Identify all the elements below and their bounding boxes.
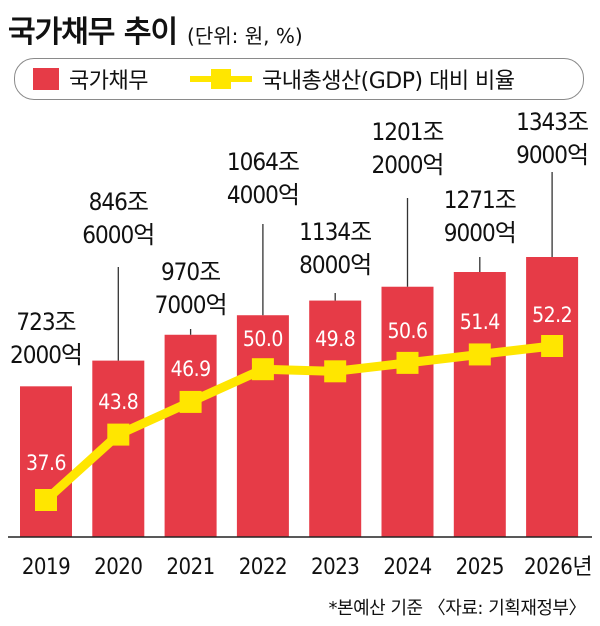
debt-label-2023-1: 1134조 xyxy=(299,218,371,246)
debt-label-2025-2: 9000억 xyxy=(444,219,516,247)
bar-2023 xyxy=(309,300,362,537)
ratio-label-2025: 51.4 xyxy=(460,310,500,334)
ratio-label-2023: 49.8 xyxy=(315,327,355,351)
debt-label-2021-2: 7000억 xyxy=(155,291,227,319)
ratio-label-2024: 50.6 xyxy=(387,319,427,343)
debt-label-2021-1: 970조 xyxy=(161,258,220,286)
x-tick-2023: 2023 xyxy=(311,555,359,580)
x-tick-2025: 2025 xyxy=(456,555,504,580)
x-tick-2022: 2022 xyxy=(239,555,287,580)
unit-label: (단위: 원, %) xyxy=(187,24,303,48)
gdp-ratio-line xyxy=(42,341,553,504)
x-tick-2024: 2024 xyxy=(383,555,431,580)
legend-line-label: 국내총생산(GDP) 대비 비율 xyxy=(261,69,515,94)
x-tick-2019: 2019 xyxy=(22,555,70,580)
debt-label-2022-1: 1064조 xyxy=(227,148,299,176)
gdp-ratio-marker-2020 xyxy=(107,423,130,446)
gdp-ratio-marker-2026년 xyxy=(541,335,564,357)
legend-line-swatch xyxy=(189,68,252,90)
ratio-label-2020: 43.8 xyxy=(98,390,138,414)
legend-item-gdp-ratio: 국내총생산(GDP) 대비 비율 xyxy=(148,63,515,95)
debt-label-2026년-2: 9000억 xyxy=(516,141,588,169)
legend-bar-label: 국가채무 xyxy=(69,69,148,94)
bar-2025 xyxy=(453,272,506,537)
debt-label-2026년-1: 1343조 xyxy=(516,108,588,136)
debt-label-2022-2: 4000억 xyxy=(227,181,299,209)
debt-label-2024-1: 1201조 xyxy=(371,118,443,146)
chart-title: 국가채무 추이 xyxy=(8,15,178,50)
debt-label-2020-2: 6000억 xyxy=(82,221,154,249)
gdp-ratio-marker-2022 xyxy=(251,358,274,381)
x-tick-2026년: 2026년 xyxy=(524,555,592,580)
gdp-ratio-marker-2025 xyxy=(468,343,491,366)
ratio-label-2021: 46.9 xyxy=(171,357,211,381)
bar-2019 xyxy=(20,386,72,537)
bar-2024 xyxy=(381,286,434,537)
ratio-label-2019: 37.6 xyxy=(26,451,66,475)
debt-label-2020-1: 846조 xyxy=(89,188,148,216)
debt-label-2025-1: 1271조 xyxy=(444,186,516,214)
gdp-ratio-marker-2019 xyxy=(35,489,57,511)
bar-2021 xyxy=(164,334,217,537)
gdp-ratio-marker-2021 xyxy=(179,390,202,413)
x-tick-2020: 2020 xyxy=(94,555,142,580)
bar-2026년 xyxy=(526,257,579,537)
x-tick-2021: 2021 xyxy=(166,555,214,580)
gdp-ratio-marker-2024 xyxy=(396,351,419,374)
footnote: *본예산 기준 〈자료: 기획재정부〉 xyxy=(328,598,587,619)
legend-bar-swatch xyxy=(33,68,59,90)
gdp-ratio-marker-2023 xyxy=(324,360,347,383)
ratio-label-2026년: 52.2 xyxy=(532,303,572,327)
debt-label-2023-2: 8000억 xyxy=(299,251,371,279)
legend-item-debt: 국가채무 xyxy=(15,63,148,95)
legend: 국가채무 국내총생산(GDP) 대비 비율 xyxy=(14,58,584,100)
ratio-label-2022: 50.0 xyxy=(243,327,283,351)
bar-2022 xyxy=(236,315,289,537)
debt-label-2019-2: 2000억 xyxy=(10,341,82,369)
debt-label-2024-2: 2000억 xyxy=(371,151,443,179)
debt-label-2019-1: 723조 xyxy=(16,308,75,336)
title-block: 국가채무 추이 (단위: 원, %) xyxy=(8,8,303,48)
